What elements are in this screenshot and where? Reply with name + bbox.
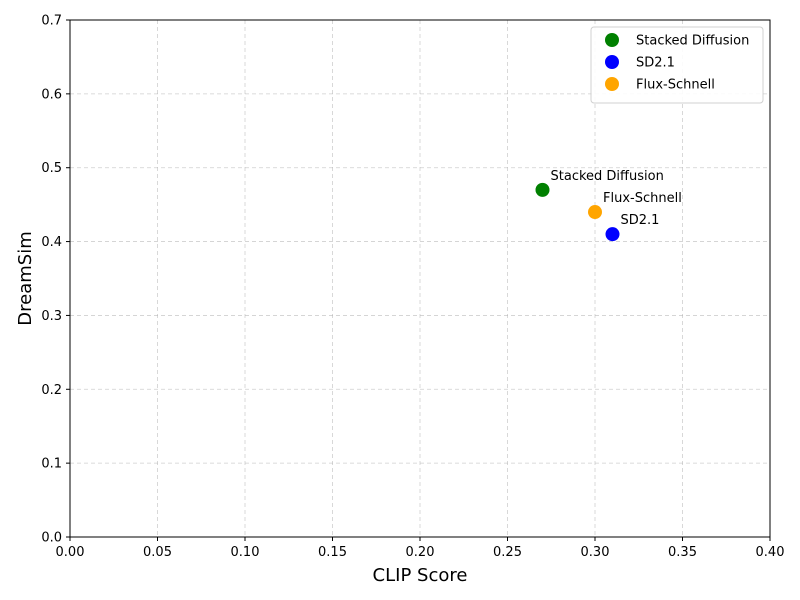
x-tick-label: 0.15 xyxy=(318,545,347,560)
y-tick-label: 0.5 xyxy=(41,161,62,176)
axis-ticks: 0.00 0.05 0.10 0.15 0.20 0.25 0.30 0.35 0.40 0.0 0… xyxy=(41,14,784,561)
y-tick-label: 0.2 xyxy=(41,383,62,398)
point-annotation: Stacked Diffusion xyxy=(551,169,664,184)
data-point xyxy=(588,205,602,220)
y-tick-label: 0.7 xyxy=(41,14,62,29)
y-tick-label: 0.6 xyxy=(41,87,62,102)
data-points xyxy=(535,182,620,242)
x-tick-label: 0.20 xyxy=(406,545,435,560)
x-tick-label: 0.25 xyxy=(493,545,522,560)
data-point xyxy=(535,182,550,197)
x-tick-label: 0.40 xyxy=(756,545,785,560)
x-tick-label: 0.35 xyxy=(668,545,697,560)
x-tick-label: 0.30 xyxy=(581,545,610,560)
legend-box xyxy=(590,26,764,104)
point-annotation: SD2.1 xyxy=(621,213,660,228)
x-axis-label: CLIP Score xyxy=(373,565,468,586)
y-axis-label: DreamSim xyxy=(15,231,36,325)
legend-label: Stacked Diffusion xyxy=(636,34,749,49)
y-tick-label: 0.4 xyxy=(41,235,62,250)
legend-marker xyxy=(605,55,619,69)
legend-label: SD2.1 xyxy=(636,56,675,71)
legend: Stacked Diffusion SD2.1 Flux-Schnell xyxy=(590,26,764,104)
legend-marker xyxy=(605,77,619,91)
point-annotations: Stacked Diffusion SD2.1 Flux-Schnell xyxy=(551,169,682,228)
x-tick-label: 0.10 xyxy=(231,545,260,560)
point-annotation: Flux-Schnell xyxy=(603,191,682,206)
y-tick-label: 0.1 xyxy=(41,457,62,472)
data-point xyxy=(605,227,620,242)
x-tick-label: 0.05 xyxy=(143,545,172,560)
x-tick-label: 0.00 xyxy=(56,545,85,560)
legend-marker xyxy=(605,33,619,47)
y-tick-label: 0.0 xyxy=(41,531,62,546)
legend-label: Flux-Schnell xyxy=(636,78,715,93)
y-tick-label: 0.3 xyxy=(41,309,62,324)
